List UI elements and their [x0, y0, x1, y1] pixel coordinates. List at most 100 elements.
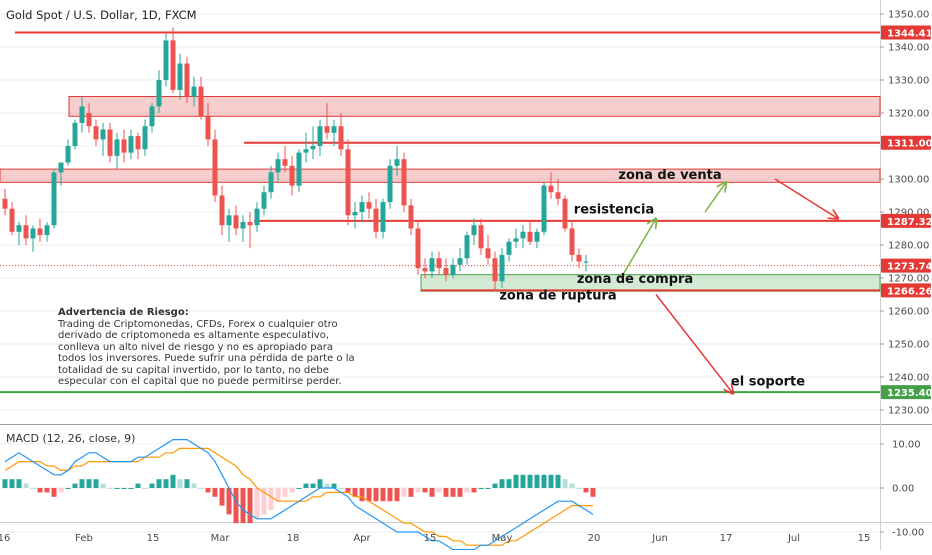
x-tick-label: 20 — [588, 533, 601, 544]
macd-histogram-bar — [205, 488, 211, 493]
candle-body — [86, 113, 92, 127]
candle — [93, 119, 99, 146]
candle — [499, 248, 505, 288]
candle — [65, 139, 71, 166]
macd-histogram-bar — [16, 479, 22, 488]
candle — [527, 221, 533, 245]
candle-body — [464, 235, 470, 259]
candle — [114, 132, 120, 170]
candle — [100, 122, 106, 156]
candle-body — [485, 248, 491, 259]
candle — [506, 238, 512, 262]
macd-line — [4, 439, 594, 551]
macd-histogram-bar — [51, 488, 57, 497]
candle-body — [513, 238, 519, 242]
y-tick-label: -10.00 — [892, 528, 924, 539]
macd-histogram-bar — [443, 488, 449, 497]
risk-warning-line: conlleva un alto nivel de riesgo y no es… — [58, 341, 333, 353]
price-tag-label: 1273.74 — [887, 262, 932, 273]
price-tag: 1266.26 — [881, 283, 932, 298]
macd-histogram-bar — [555, 474, 561, 488]
candle-body — [184, 63, 190, 97]
candle — [464, 231, 470, 265]
resistance-zone — [68, 96, 881, 117]
macd-histogram-bar — [338, 488, 344, 489]
macd-histogram-bar — [317, 479, 323, 488]
candle-body — [107, 129, 113, 156]
candle-body — [541, 185, 547, 232]
candle — [450, 258, 456, 278]
candle — [72, 119, 78, 150]
candle — [373, 198, 379, 239]
candle — [212, 129, 218, 203]
macd-histogram-bar — [352, 488, 358, 497]
candle-body — [436, 258, 442, 269]
candle-body — [128, 136, 134, 153]
macd-histogram-bar — [247, 488, 253, 524]
candle — [380, 198, 386, 239]
macd-histogram-bar — [415, 488, 421, 493]
macd-histogram-bar — [303, 483, 309, 488]
macd-histogram-bar — [65, 488, 71, 489]
candle — [254, 202, 260, 232]
candle — [79, 96, 85, 133]
macd-histogram-bar — [576, 488, 582, 489]
candle-body — [338, 126, 344, 150]
price-tag: 1344.41 — [881, 25, 932, 40]
y-tick-label: 1290.00 — [888, 208, 929, 219]
candle-body — [135, 136, 141, 150]
candle — [142, 119, 148, 156]
macd-histogram-bar — [72, 483, 78, 488]
candle-body — [471, 225, 477, 236]
candle — [275, 152, 281, 183]
candle — [37, 218, 43, 242]
trend-arrow — [655, 294, 733, 394]
macd-histogram-bar — [268, 488, 274, 510]
candle-body — [520, 231, 526, 239]
candle — [107, 122, 113, 163]
candle-body — [387, 165, 393, 203]
risk-warning: Advertencia de Riesgo: Trading de Cripto… — [58, 307, 403, 388]
candle — [310, 126, 316, 160]
candle-body — [310, 146, 316, 150]
candle-body — [233, 215, 239, 229]
macd-histogram-bar — [79, 479, 85, 488]
candle-body — [44, 225, 50, 236]
macd-histogram-bar — [492, 483, 498, 488]
price-tag-bg — [881, 283, 931, 298]
candle — [548, 172, 554, 199]
macd-histogram-bar — [478, 488, 484, 489]
candle — [51, 169, 57, 229]
macd-histogram-bar — [590, 488, 596, 497]
macd-histogram-bar — [583, 488, 589, 493]
macd-histogram-bar — [128, 488, 134, 489]
annotation-label: resistencia — [574, 203, 654, 218]
macd-histogram-bar — [569, 483, 575, 488]
macd-histogram-bar — [450, 488, 456, 497]
candle-body — [93, 126, 99, 140]
candle — [401, 152, 407, 212]
candle-body — [142, 126, 148, 150]
x-tick-label: Mar — [211, 533, 231, 544]
price-tag: 1273.74 — [881, 258, 932, 273]
candle — [317, 119, 323, 156]
candle-body — [394, 159, 400, 166]
y-tick-label: 1270.00 — [888, 274, 929, 285]
risk-warning-line: Trading de Criptomonedas, CFDs, Forex o … — [58, 318, 338, 330]
candle — [177, 53, 183, 100]
candle — [492, 251, 498, 292]
candle — [156, 70, 162, 113]
x-tick-label: 17 — [720, 533, 733, 544]
macd-histogram-bar — [149, 483, 155, 488]
candle-body — [16, 225, 22, 232]
candle — [44, 221, 50, 242]
y-tick-label: 1260.00 — [888, 307, 929, 318]
candle-body — [352, 212, 358, 216]
price-tag-label: 1287.32 — [887, 217, 932, 228]
candle — [408, 198, 414, 236]
macd-histogram-bar — [44, 488, 50, 493]
macd-histogram-bar — [387, 488, 393, 502]
candle-body — [499, 254, 505, 282]
macd-histogram-bar — [324, 483, 330, 488]
